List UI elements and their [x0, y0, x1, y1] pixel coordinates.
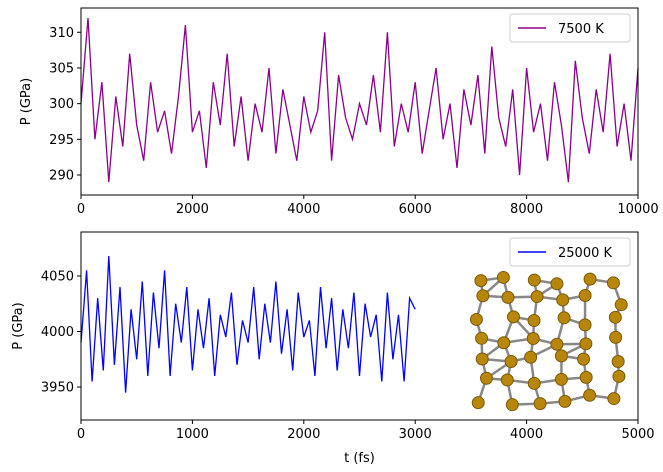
legend-box — [509, 237, 631, 267]
y-axis-label: P (GPa) — [11, 302, 26, 349]
atom — [578, 289, 592, 303]
x-tick-label: 4000 — [287, 202, 320, 217]
y-tick-label: 4000 — [41, 325, 74, 340]
atom — [501, 290, 515, 304]
data-line — [80, 17, 639, 183]
atom — [505, 398, 519, 412]
atom — [609, 330, 623, 344]
x-tick-label: 0 — [77, 427, 85, 442]
atom — [530, 290, 544, 304]
axes-frame — [80, 7, 639, 196]
x-tick-label: 0 — [77, 202, 85, 217]
atom — [579, 337, 593, 351]
y-tick-label: 4050 — [41, 269, 74, 284]
atom — [471, 396, 485, 410]
atom — [554, 349, 568, 363]
atom — [577, 352, 591, 366]
y-tick-label: 290 — [49, 169, 74, 184]
atom — [496, 270, 510, 284]
x-tick-label: 10000 — [617, 202, 658, 217]
y-tick-label: 295 — [49, 133, 74, 148]
atom — [527, 314, 541, 328]
atom — [550, 337, 564, 351]
x-tick-label: 3000 — [399, 427, 432, 442]
y-tick-label: 305 — [49, 61, 74, 76]
atom — [500, 373, 514, 387]
atom — [556, 293, 570, 307]
x-tick-label: 6000 — [399, 202, 432, 217]
x-tick-label: 5000 — [621, 427, 654, 442]
atom — [524, 350, 538, 364]
atom — [475, 352, 489, 366]
atom — [557, 311, 571, 325]
legend-label: 25000 K — [558, 246, 612, 261]
atom — [554, 372, 568, 386]
atom — [612, 369, 626, 383]
atom — [506, 310, 520, 324]
atom — [533, 397, 547, 411]
atom — [583, 272, 597, 286]
atom — [550, 277, 564, 291]
x-axis-label: t (fs) — [344, 451, 375, 466]
atom — [504, 355, 518, 369]
data-line — [80, 255, 416, 393]
atom — [608, 310, 622, 324]
x-tick-label: 8000 — [510, 202, 543, 217]
x-tick-label: 2000 — [176, 202, 209, 217]
atom — [583, 388, 597, 402]
x-tick-label: 2000 — [287, 427, 320, 442]
atom — [527, 273, 541, 287]
atom — [497, 336, 511, 350]
y-tick-label: 3950 — [41, 381, 74, 396]
y-tick-label: 310 — [49, 26, 74, 41]
atom — [476, 289, 490, 303]
atom — [606, 276, 620, 290]
atom — [579, 370, 593, 384]
atom — [614, 298, 628, 312]
x-tick-label: 1000 — [176, 427, 209, 442]
atom — [474, 274, 488, 288]
atom — [611, 354, 625, 368]
atom — [607, 392, 621, 406]
atom — [526, 332, 540, 346]
atom — [527, 376, 541, 390]
x-tick-label: 4000 — [510, 427, 543, 442]
y-tick-label: 300 — [49, 97, 74, 112]
atom — [479, 371, 493, 385]
atom — [475, 331, 489, 345]
atom — [578, 318, 592, 332]
legend-box — [509, 13, 631, 43]
atom — [558, 394, 572, 408]
legend-label: 7500 K — [558, 22, 604, 37]
y-axis-label: P (GPa) — [19, 78, 34, 125]
atom — [469, 312, 483, 326]
axes-frame — [80, 231, 639, 421]
structure-inset — [469, 270, 628, 412]
